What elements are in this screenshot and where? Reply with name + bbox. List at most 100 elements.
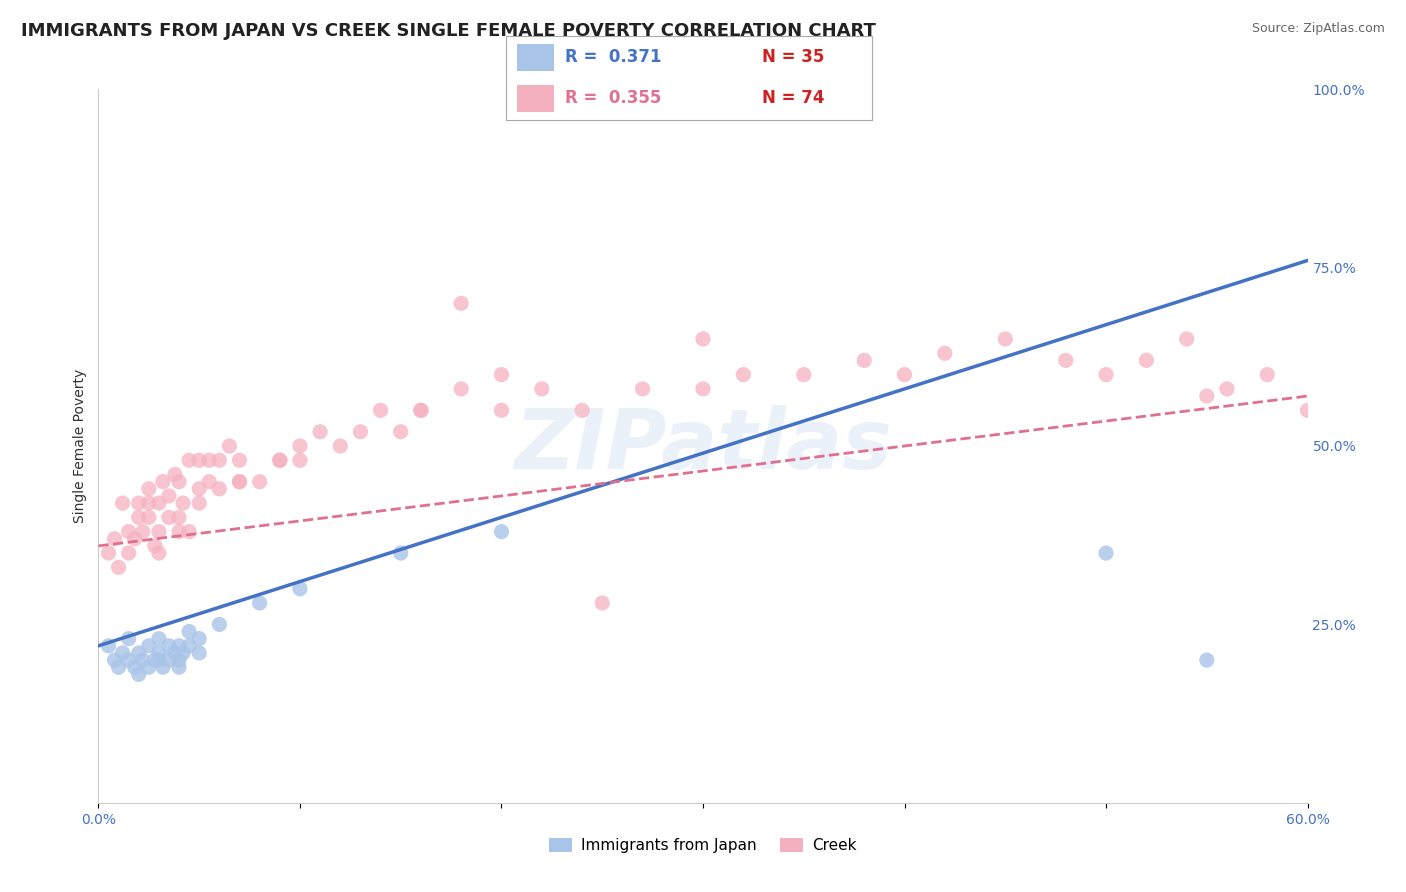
Point [1195, 389, 1218, 403]
Point [148, 524, 170, 539]
Point [163, 646, 186, 660]
Point [1216, 382, 1239, 396]
Point [172, 496, 194, 510]
Point [1195, 653, 1218, 667]
Point [631, 382, 654, 396]
Point [163, 467, 186, 482]
Point [188, 496, 211, 510]
Point [450, 382, 472, 396]
Point [103, 532, 125, 546]
Point [450, 296, 472, 310]
Point [571, 403, 593, 417]
Point [409, 403, 432, 417]
Point [138, 510, 160, 524]
Point [97, 546, 120, 560]
Point [309, 425, 332, 439]
FancyBboxPatch shape [517, 85, 554, 112]
Point [198, 475, 221, 489]
Y-axis label: Single Female Poverty: Single Female Poverty [73, 369, 87, 523]
Point [148, 646, 170, 660]
Point [138, 496, 160, 510]
Point [157, 653, 180, 667]
Text: N = 74: N = 74 [762, 89, 824, 107]
Text: Source: ZipAtlas.com: Source: ZipAtlas.com [1251, 22, 1385, 36]
Point [107, 560, 129, 574]
Point [111, 646, 134, 660]
Point [1135, 353, 1157, 368]
Point [138, 482, 160, 496]
Point [128, 667, 150, 681]
Point [1095, 368, 1118, 382]
Point [288, 582, 311, 596]
Point [167, 660, 190, 674]
Text: R =  0.371: R = 0.371 [565, 48, 661, 66]
Point [228, 453, 250, 467]
Point [179, 453, 201, 467]
Point [491, 524, 513, 539]
Point [853, 353, 876, 368]
Point [591, 596, 613, 610]
Point [389, 546, 412, 560]
Point [157, 639, 180, 653]
Point [128, 646, 150, 660]
Point [188, 646, 211, 660]
Point [692, 332, 714, 346]
Point [288, 439, 311, 453]
Point [530, 382, 553, 396]
Point [179, 524, 201, 539]
Legend: Immigrants from Japan, Creek: Immigrants from Japan, Creek [543, 832, 863, 859]
Point [118, 653, 141, 667]
Point [269, 453, 291, 467]
Point [128, 510, 150, 524]
Point [148, 496, 170, 510]
Point [103, 653, 125, 667]
Point [198, 453, 221, 467]
Text: N = 35: N = 35 [762, 48, 824, 66]
Point [208, 453, 231, 467]
Point [179, 639, 201, 653]
Point [118, 524, 141, 539]
Point [157, 489, 180, 503]
Point [1054, 353, 1077, 368]
Text: ZIPatlas: ZIPatlas [515, 406, 891, 486]
Point [152, 660, 174, 674]
Point [208, 617, 231, 632]
Point [1256, 368, 1278, 382]
Point [148, 632, 170, 646]
Point [143, 653, 166, 667]
Point [111, 496, 134, 510]
Point [148, 546, 170, 560]
Point [934, 346, 956, 360]
Point [179, 624, 201, 639]
Text: R =  0.355: R = 0.355 [565, 89, 661, 107]
Point [692, 382, 714, 396]
Point [172, 646, 194, 660]
Point [124, 532, 146, 546]
Point [1175, 332, 1198, 346]
Point [409, 403, 432, 417]
Point [188, 632, 211, 646]
Point [893, 368, 915, 382]
Point [132, 653, 155, 667]
Point [188, 453, 211, 467]
Point [329, 439, 352, 453]
Point [491, 368, 513, 382]
Point [249, 475, 271, 489]
Point [132, 524, 155, 539]
Point [167, 524, 190, 539]
Point [118, 546, 141, 560]
Text: IMMIGRANTS FROM JAPAN VS CREEK SINGLE FEMALE POVERTY CORRELATION CHART: IMMIGRANTS FROM JAPAN VS CREEK SINGLE FE… [21, 22, 876, 40]
Point [124, 660, 146, 674]
Point [269, 453, 291, 467]
Point [228, 475, 250, 489]
Point [491, 403, 513, 417]
Point [143, 539, 166, 553]
FancyBboxPatch shape [517, 45, 554, 71]
Point [128, 496, 150, 510]
Point [994, 332, 1017, 346]
Point [118, 632, 141, 646]
Point [733, 368, 755, 382]
Point [167, 510, 190, 524]
Point [167, 653, 190, 667]
Point [793, 368, 815, 382]
